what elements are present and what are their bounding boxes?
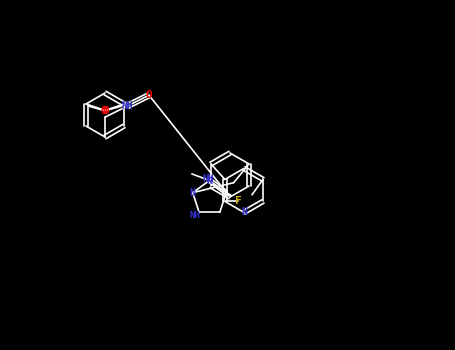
Text: NH: NH <box>203 174 214 184</box>
Text: NH: NH <box>190 211 201 220</box>
Text: O: O <box>101 106 108 116</box>
Text: N: N <box>241 208 247 217</box>
Text: O: O <box>146 90 152 100</box>
Text: N: N <box>207 175 212 186</box>
Text: N: N <box>190 188 196 198</box>
Text: O: O <box>102 106 109 116</box>
Text: F: F <box>235 196 242 206</box>
Text: NH: NH <box>121 101 133 111</box>
